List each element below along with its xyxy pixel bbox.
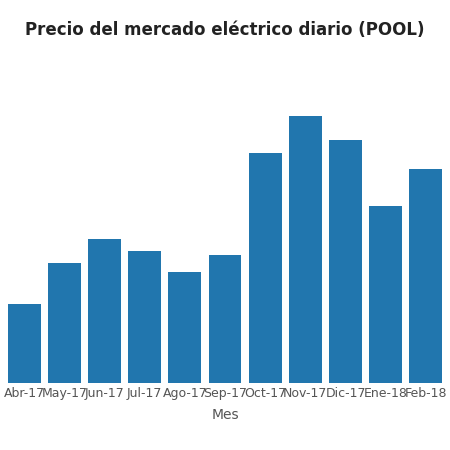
Bar [289,116,322,450]
Bar [8,305,40,450]
Bar [48,263,81,450]
Title: Precio del mercado eléctrico diario (POOL): Precio del mercado eléctrico diario (POO… [25,21,425,39]
Bar [88,239,121,450]
Bar [128,251,161,450]
Bar [410,169,442,450]
Bar [168,272,201,450]
Bar [329,140,362,450]
X-axis label: Mes: Mes [211,408,239,422]
Bar [369,206,402,450]
Bar [249,153,282,450]
Bar [208,255,242,450]
